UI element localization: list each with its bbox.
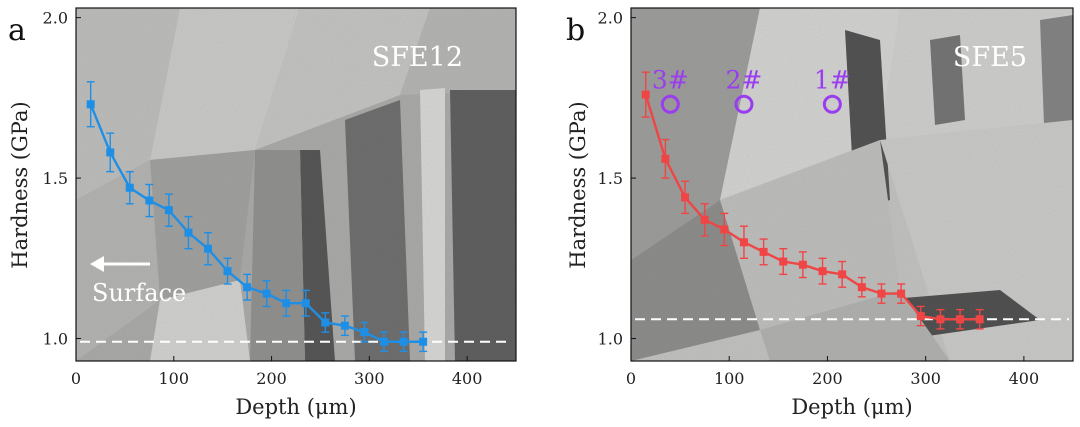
data-point — [700, 215, 709, 224]
data-point — [380, 337, 388, 346]
y-tick-label: 2.0 — [598, 9, 623, 28]
x-tick-label: 400 — [452, 369, 483, 388]
ticks-a: 0 100 200 300 400 1.0 1.5 2.0 — [43, 9, 483, 388]
y-tick-label: 1.0 — [43, 330, 68, 349]
surface-label: Surface — [92, 279, 186, 307]
data-point — [818, 267, 827, 276]
sample-label-b: SFE5 — [953, 42, 1027, 73]
data-point — [936, 315, 945, 324]
data-point — [321, 318, 330, 327]
series-points-b — [641, 90, 984, 324]
position-marker: 3# — [652, 65, 689, 114]
panel-letter-a: a — [8, 13, 26, 48]
panel-b: 3# 2# 1# 0 100 200 300 400 1.0 1.5 2.0 b SFE5 Dep… — [566, 7, 1074, 419]
panel-letter-b: b — [566, 13, 585, 48]
plot-frame-a — [75, 7, 517, 362]
data-point — [340, 321, 349, 330]
micrograph-background-b — [631, 8, 1073, 361]
y-tick-label: 1.5 — [43, 169, 68, 188]
data-point — [262, 289, 271, 298]
data-point — [419, 337, 428, 346]
data-point — [720, 225, 729, 234]
data-point — [204, 244, 212, 253]
x-tick-label: 300 — [910, 369, 941, 388]
data-point — [681, 193, 690, 202]
data-point — [857, 283, 866, 292]
x-tick-label: 300 — [354, 369, 385, 388]
surface-arrow-icon — [90, 256, 104, 272]
data-point — [838, 270, 847, 279]
data-point — [877, 289, 886, 298]
x-tick-label: 0 — [626, 369, 636, 388]
data-point — [282, 299, 291, 308]
data-point — [301, 299, 310, 308]
y-tick-label: 1.0 — [598, 330, 623, 349]
position-label: 1# — [814, 65, 851, 94]
position-circle-icon — [660, 94, 680, 114]
x-tick-label: 100 — [159, 369, 190, 388]
series-points-a — [86, 100, 428, 346]
position-marker: 1# — [814, 65, 851, 114]
x-tick-label: 0 — [71, 369, 81, 388]
data-point — [956, 315, 965, 324]
data-point — [86, 100, 95, 109]
x-tick-label: 200 — [256, 369, 287, 388]
y-axis-label-a: Hardness (GPa) — [8, 101, 32, 268]
ticks-b: 0 100 200 300 400 1.0 1.5 2.0 — [598, 9, 1040, 388]
data-point — [145, 196, 154, 205]
x-tick-label: 200 — [812, 369, 843, 388]
position-label: 2# — [726, 65, 763, 94]
position-markers-b: 3# 2# 1# — [652, 65, 851, 114]
position-circle-icon — [822, 94, 842, 114]
error-bars-a — [86, 81, 428, 353]
x-tick-label: 100 — [714, 369, 745, 388]
position-circle-icon — [734, 94, 754, 114]
data-point — [798, 260, 807, 269]
y-tick-label: 1.5 — [598, 169, 623, 188]
y-axis-label-b: Hardness (GPa) — [566, 101, 590, 268]
data-point — [759, 247, 768, 256]
x-tick-label: 400 — [1009, 369, 1040, 388]
panel-a: 0 100 200 300 400 1.0 1.5 2.0 a SFE12 Surface D… — [8, 7, 517, 419]
x-axis-label-b: Depth (μm) — [791, 395, 912, 419]
data-point — [164, 206, 173, 215]
data-point — [739, 238, 748, 247]
data-point — [779, 257, 788, 266]
y-tick-label: 2.0 — [43, 9, 68, 28]
position-label: 3# — [652, 65, 689, 94]
data-point — [223, 267, 232, 276]
plot-frame-b — [630, 7, 1074, 362]
data-point — [125, 183, 134, 192]
position-marker: 2# — [726, 65, 763, 114]
sample-label-a: SFE12 — [372, 42, 463, 73]
data-point — [916, 312, 925, 321]
data-point — [184, 228, 193, 237]
data-point — [975, 315, 984, 324]
data-point — [360, 328, 369, 337]
data-point — [243, 283, 252, 292]
surface-annotation: Surface — [90, 256, 186, 307]
data-point — [661, 154, 670, 163]
data-point — [106, 148, 115, 157]
data-point — [399, 337, 408, 346]
data-point — [897, 289, 906, 298]
x-axis-label-a: Depth (μm) — [235, 395, 356, 419]
data-point — [641, 90, 650, 99]
